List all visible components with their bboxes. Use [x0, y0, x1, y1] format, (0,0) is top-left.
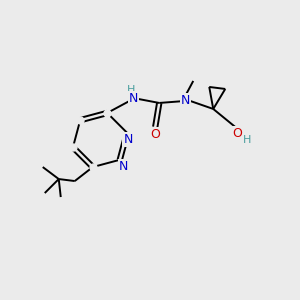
- Text: N: N: [129, 92, 138, 106]
- Text: N: N: [123, 133, 133, 146]
- Text: H: H: [127, 85, 135, 95]
- Text: H: H: [243, 135, 251, 145]
- Text: O: O: [232, 128, 242, 140]
- Text: N: N: [181, 94, 190, 107]
- Text: N: N: [119, 160, 128, 173]
- Text: O: O: [150, 128, 160, 142]
